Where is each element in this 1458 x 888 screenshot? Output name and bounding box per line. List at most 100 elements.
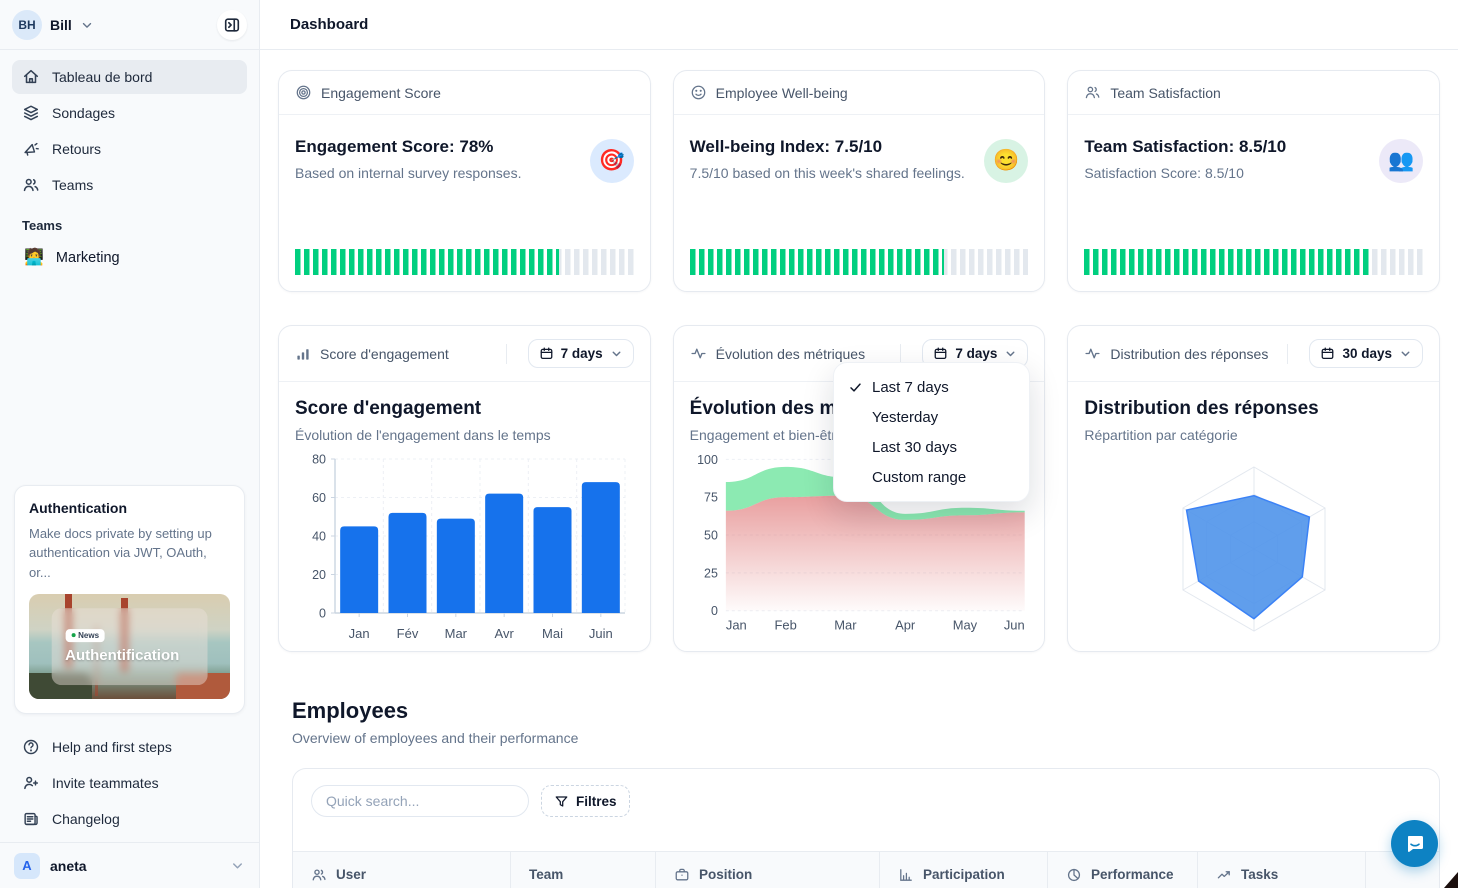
users-icon xyxy=(22,176,40,194)
calendar-icon xyxy=(933,346,948,361)
sidebar-item-label: Teams xyxy=(52,177,94,193)
column-header-performance[interactable]: Performance xyxy=(1048,852,1198,888)
promo-image[interactable]: News Authentification xyxy=(29,594,230,699)
svg-text:Mar: Mar xyxy=(445,626,468,641)
sidebar-item-retours[interactable]: Retours xyxy=(12,132,247,166)
chart-title: Distribution des réponses xyxy=(1084,398,1319,419)
column-header-participation[interactable]: Participation xyxy=(880,852,1048,888)
chart-subtitle: Répartition par catégorie xyxy=(1084,427,1238,443)
employees-toolbar: Filtres xyxy=(293,769,1439,817)
svg-text:Avr: Avr xyxy=(495,626,515,641)
chart-subtitle: Évolution de l'engagement dans le temps xyxy=(295,427,551,443)
range-dropdown-menu: Last 7 days Yesterday Last 30 days Custo… xyxy=(833,362,1030,502)
authentication-promo-card[interactable]: Authentication Make docs private by sett… xyxy=(14,484,245,714)
filters-button[interactable]: Filtres xyxy=(541,785,630,817)
sidebar-item-teams[interactable]: Teams xyxy=(12,168,247,202)
smiley-emoji-badge: 😊 xyxy=(984,139,1029,183)
responses-distribution-card: Distribution des réponses 30 days xyxy=(1067,325,1441,652)
svg-text:Jun: Jun xyxy=(1004,618,1025,633)
page-title: Dashboard xyxy=(290,16,369,33)
chart-title: Score d'engagement xyxy=(295,398,482,419)
employees-title: Employees xyxy=(292,698,409,723)
chevron-down-icon xyxy=(610,347,623,360)
user-plus-icon xyxy=(22,774,40,792)
svg-text:100: 100 xyxy=(697,453,718,467)
svg-text:May: May xyxy=(952,618,977,633)
range-selector-button[interactable]: 30 days xyxy=(1309,339,1424,368)
chevron-down-icon[interactable] xyxy=(230,858,245,873)
menu-item-custom-range[interactable]: Custom range xyxy=(872,468,967,486)
sidebar-item-changelog[interactable]: Changelog xyxy=(12,802,247,836)
svg-text:Feb: Feb xyxy=(774,618,796,633)
card-header-label: Distribution des réponses xyxy=(1110,345,1269,362)
sidebar-nav: Tableau de bord Sondages Retours Teams xyxy=(0,50,259,275)
chevron-down-icon[interactable] xyxy=(80,18,94,32)
card-header-label: Engagement Score xyxy=(321,84,441,101)
footer-item-label: Help and first steps xyxy=(52,739,172,755)
user-avatar[interactable]: BH xyxy=(12,9,42,40)
team-item-label: Marketing xyxy=(55,250,120,266)
pie-chart-icon xyxy=(1066,867,1082,883)
news-badge: News xyxy=(65,629,106,642)
sidebar-item-marketing[interactable]: 🧑‍💻 Marketing xyxy=(12,241,247,275)
calendar-icon xyxy=(539,346,554,361)
technologist-emoji-icon: 🧑‍💻 xyxy=(24,249,44,266)
cursor-artifact xyxy=(1444,872,1458,888)
menu-item-yesterday[interactable]: Yesterday xyxy=(872,408,939,426)
svg-text:80: 80 xyxy=(312,453,326,467)
column-header-user[interactable]: User xyxy=(293,852,511,888)
workspace-switcher[interactable]: A aneta xyxy=(0,842,259,888)
svg-text:0: 0 xyxy=(711,604,718,618)
workspace-avatar: A xyxy=(14,852,40,879)
main-area: Dashboard Engagement Score Engageme xyxy=(260,0,1458,888)
sidebar-item-sondages[interactable]: Sondages xyxy=(12,96,247,130)
sidebar-item-label: Retours xyxy=(52,141,102,157)
wellbeing-card: Employee Well-being Well-being Index: 7.… xyxy=(672,70,1046,292)
column-header-tasks[interactable]: Tasks xyxy=(1198,852,1366,888)
megaphone-icon xyxy=(22,140,40,158)
menu-item-last-7-days[interactable]: Last 7 days xyxy=(834,372,1029,402)
busts-emoji-badge: 👥 xyxy=(1379,139,1424,183)
users-icon xyxy=(1084,84,1101,101)
workspace-name: aneta xyxy=(50,857,87,874)
svg-text:60: 60 xyxy=(312,491,326,505)
target-icon xyxy=(295,84,312,101)
collapse-sidebar-button[interactable] xyxy=(217,9,247,40)
menu-item-last-30-days[interactable]: Last 30 days xyxy=(872,438,958,456)
sidebar-item-help[interactable]: Help and first steps xyxy=(12,730,247,764)
help-circle-icon xyxy=(22,738,40,756)
chart-subtitle: Engagement et bien-être xyxy=(689,427,844,443)
card-header-label: Score d'engagement xyxy=(320,345,449,362)
stat-subtitle: 7.5/10 based on this week's shared feeli… xyxy=(689,165,965,181)
chevron-down-icon xyxy=(1004,347,1017,360)
activity-icon xyxy=(1084,345,1101,362)
funnel-icon xyxy=(554,794,569,809)
column-header-position[interactable]: Position xyxy=(656,852,880,888)
stat-title: Team Satisfaction: 8.5/10 xyxy=(1084,137,1287,156)
footer-item-label: Changelog xyxy=(52,811,120,827)
smiley-icon xyxy=(690,84,707,101)
sidebar-item-label: Tableau de bord xyxy=(52,69,153,85)
user-name[interactable]: Bill xyxy=(50,16,72,33)
sidebar-item-tableau-de-bord[interactable]: Tableau de bord xyxy=(12,60,247,94)
engagement-bar-chart: 0 20 40 60 80 Jan Fév Mar Avr Mai Juin xyxy=(312,453,626,641)
employees-table-card: Filtres User Team xyxy=(292,768,1440,888)
team-satisfaction-card: Team Satisfaction Team Satisfaction: 8.5… xyxy=(1067,70,1441,292)
svg-text:Apr: Apr xyxy=(895,618,916,633)
svg-text:20: 20 xyxy=(312,568,326,582)
chat-launcher-button[interactable] xyxy=(1391,820,1438,867)
column-header-team[interactable]: Team xyxy=(511,852,656,888)
footer-item-label: Invite teammates xyxy=(52,775,159,791)
svg-text:Mai: Mai xyxy=(542,626,563,641)
promo-image-title: Authentification xyxy=(65,647,180,664)
svg-text:75: 75 xyxy=(704,491,718,505)
search-input[interactable] xyxy=(311,785,529,817)
satisfaction-progress-bar xyxy=(1084,249,1424,275)
range-selector-button[interactable]: 7 days xyxy=(527,339,634,368)
promo-title: Authentication xyxy=(29,499,127,516)
svg-text:Juin: Juin xyxy=(589,626,613,641)
card-header-label: Évolution des métriques xyxy=(715,345,866,362)
sidebar-item-invite[interactable]: Invite teammates xyxy=(12,766,247,800)
sidebar: BH Bill Tableau de bord xyxy=(0,0,260,888)
